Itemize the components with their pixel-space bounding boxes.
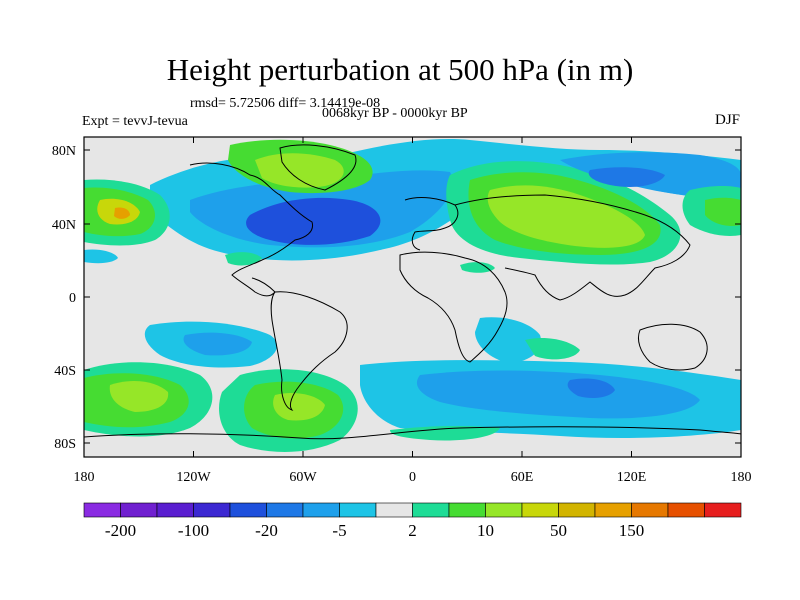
lon-label: 180 xyxy=(731,470,752,485)
contour-teal-south-indian xyxy=(525,338,580,360)
contour-teal-patch-1 xyxy=(225,252,262,266)
colorbar-swatch xyxy=(229,502,267,518)
lat-label: 0 xyxy=(69,291,76,306)
coast-europe xyxy=(404,197,459,251)
contour-blue-mid-southern-ocean xyxy=(416,370,700,419)
colorbar-swatch xyxy=(631,502,669,518)
colorbar-swatch xyxy=(667,502,705,518)
experiment-label: Expt = tevvJ-tevua xyxy=(82,114,188,129)
contour-yellow-greenland xyxy=(255,153,344,188)
colorbar-swatch xyxy=(266,502,304,518)
latitude-axis: 80N 40N 0 40S 80S xyxy=(52,144,741,452)
contour-blue-core-eastasia xyxy=(588,167,665,187)
lon-label: 120E xyxy=(617,470,647,485)
contour-blue-core-southern-ocean xyxy=(567,378,615,398)
stats-text: rmsd= 5.72506 diff= 3.14419e-08 xyxy=(190,96,381,111)
colorbar-swatch xyxy=(156,502,194,518)
colorbar-swatch xyxy=(339,502,377,518)
contour-blue-patch-1 xyxy=(84,249,118,264)
lat-label: 80N xyxy=(52,144,76,159)
contour-yellow-southern-west xyxy=(109,380,169,412)
colorbar-swatch xyxy=(83,502,121,518)
coast-south-america xyxy=(270,291,348,411)
contour-blue-mid-south-pacific xyxy=(183,332,252,356)
season-label: DJF xyxy=(714,112,740,128)
coast-north-america xyxy=(189,162,314,297)
contour-blue-core-north xyxy=(246,197,381,245)
coast-africa xyxy=(399,251,508,363)
contour-yellow-south-atlantic xyxy=(273,393,325,421)
contour-teal-patch-2 xyxy=(460,262,495,273)
coast-australia xyxy=(637,323,708,371)
lat-label: 40N xyxy=(52,218,76,233)
contour-green-pacific-east xyxy=(705,197,741,226)
lat-label: 40S xyxy=(54,364,76,379)
period-text: 0068kyr BP - 0000kyr BP xyxy=(322,106,468,121)
lon-label: 60W xyxy=(289,470,317,485)
coastlines xyxy=(84,144,741,440)
colorbar-swatch xyxy=(412,502,450,518)
colorbar-swatch xyxy=(485,502,523,518)
contour-teal-antarctic xyxy=(390,425,500,441)
colorbar-swatch xyxy=(302,502,340,518)
map-title: Height perturbation at 500 hPa (in m) xyxy=(166,52,634,87)
contour-blue-south-indian xyxy=(475,317,541,363)
colorbar-swatch xyxy=(521,502,559,518)
colorbar: -200 -100 -20 -5 2 10 50 150 xyxy=(83,502,742,540)
contour-yellow-eurasia xyxy=(487,185,645,248)
lat-label: 80S xyxy=(54,437,76,452)
colorbar-label: -20 xyxy=(255,521,278,540)
colorbar-label: 50 xyxy=(550,521,567,540)
colorbar-label: 150 xyxy=(619,521,645,540)
contour-field xyxy=(84,137,741,457)
longitude-axis: 180 120W 60W 0 60E 120E 180 xyxy=(74,137,752,485)
colorbar-swatch xyxy=(193,502,231,518)
coast-asia xyxy=(454,194,691,301)
coast-greenland xyxy=(279,144,357,191)
colorbar-swatch xyxy=(448,502,486,518)
colorbar-label: -5 xyxy=(332,521,346,540)
contour-orange-pacific-west xyxy=(114,207,130,219)
lon-label: 120W xyxy=(176,470,211,485)
coast-antarctica xyxy=(84,426,741,440)
colorbar-label: -200 xyxy=(105,521,136,540)
colorbar-swatch xyxy=(558,502,596,518)
colorbar-swatch xyxy=(375,502,413,518)
colorbar-label: 2 xyxy=(408,521,417,540)
lon-label: 60E xyxy=(511,470,534,485)
colorbar-swatch xyxy=(120,502,158,518)
colorbar-label: -100 xyxy=(178,521,209,540)
colorbar-swatch xyxy=(594,502,632,518)
colorbar-label: 10 xyxy=(477,521,494,540)
lon-label: 0 xyxy=(409,470,416,485)
lon-label: 180 xyxy=(74,470,95,485)
colorbar-swatch xyxy=(704,502,742,518)
